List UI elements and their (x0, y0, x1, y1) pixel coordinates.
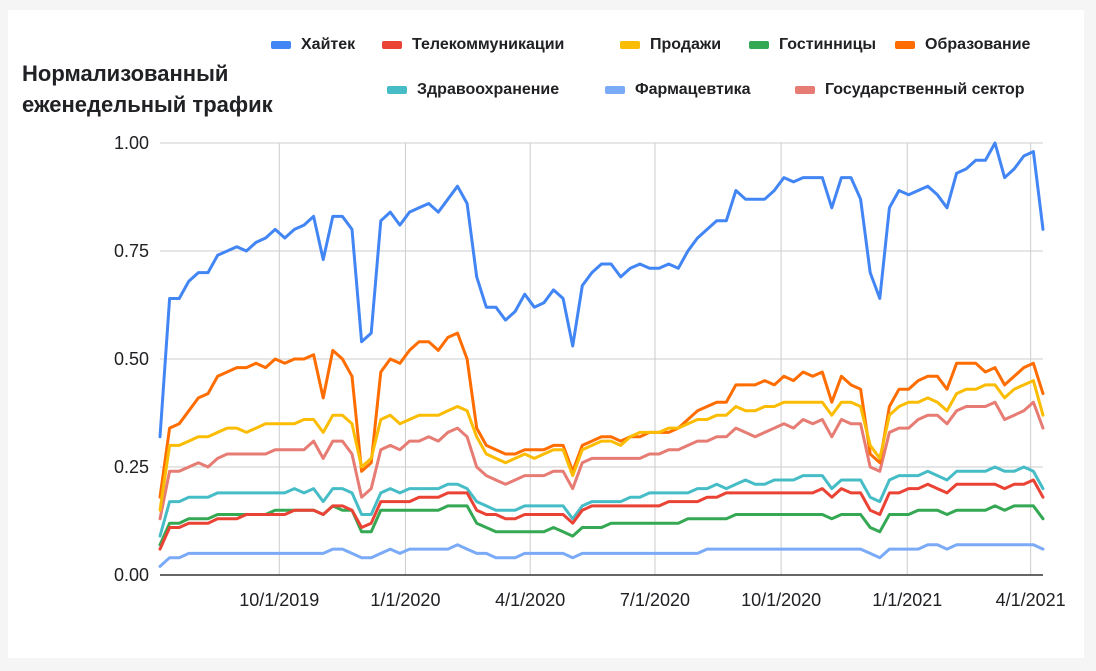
series-line-8 (158, 400, 1045, 521)
legend-item: Телекоммуникации (382, 36, 564, 54)
y-tick-label: 1.00 (114, 133, 149, 153)
legend-swatch (895, 41, 915, 49)
x-tick-label: 7/1/2020 (620, 590, 690, 610)
legend-swatch (387, 86, 407, 94)
series-line-6 (158, 465, 1045, 538)
chart-title-text: Нормализованный еженедельный трафик (22, 61, 273, 117)
y-tick-label: 0.25 (114, 457, 149, 477)
legend-label: Образование (925, 36, 1031, 53)
legend-item: Хайтек (271, 36, 355, 54)
series-line-1 (158, 141, 1045, 439)
x-tick-label: 4/1/2020 (495, 590, 565, 610)
x-tick-label: 4/1/2021 (996, 590, 1066, 610)
x-tick-label: 1/1/2021 (872, 590, 942, 610)
x-tick-label: 1/1/2020 (370, 590, 440, 610)
x-tick-label: 10/1/2019 (239, 590, 319, 610)
legend-swatch (605, 86, 625, 94)
y-tick-label: 0.75 (114, 241, 149, 261)
series-line-7 (158, 543, 1045, 568)
y-tick-label: 0.00 (114, 565, 149, 585)
legend-item: Гостинницы (749, 36, 876, 54)
legend-label: Государственный сектор (825, 81, 1025, 98)
legend-swatch (382, 41, 402, 49)
legend-label: Продажи (650, 36, 722, 53)
legend-item: Образование (895, 36, 1030, 54)
legend-label: Здравоохранение (417, 81, 560, 98)
legend-item: Продажи (620, 36, 721, 54)
series-line-5 (158, 331, 1045, 499)
legend-swatch (795, 86, 815, 94)
legend-label: Гостинницы (779, 36, 877, 53)
legend-label: Фармацевтика (635, 81, 751, 98)
legend-swatch (749, 41, 769, 49)
legend-swatch (271, 41, 291, 49)
x-tick-label: 10/1/2020 (741, 590, 821, 610)
legend-item: Здравоохранение (387, 81, 559, 99)
legend-item: Государственный сектор (795, 81, 1025, 99)
legend-item: Фармацевтика (605, 81, 751, 99)
legend-swatch (620, 41, 640, 49)
series-line-3 (158, 379, 1045, 512)
legend-label: Хайтек (301, 36, 356, 53)
chart-title: Нормализованный еженедельный трафик (22, 58, 312, 120)
legend-label: Телекоммуникации (412, 36, 565, 53)
series-line-2 (158, 478, 1045, 551)
y-tick-label: 0.50 (114, 349, 149, 369)
